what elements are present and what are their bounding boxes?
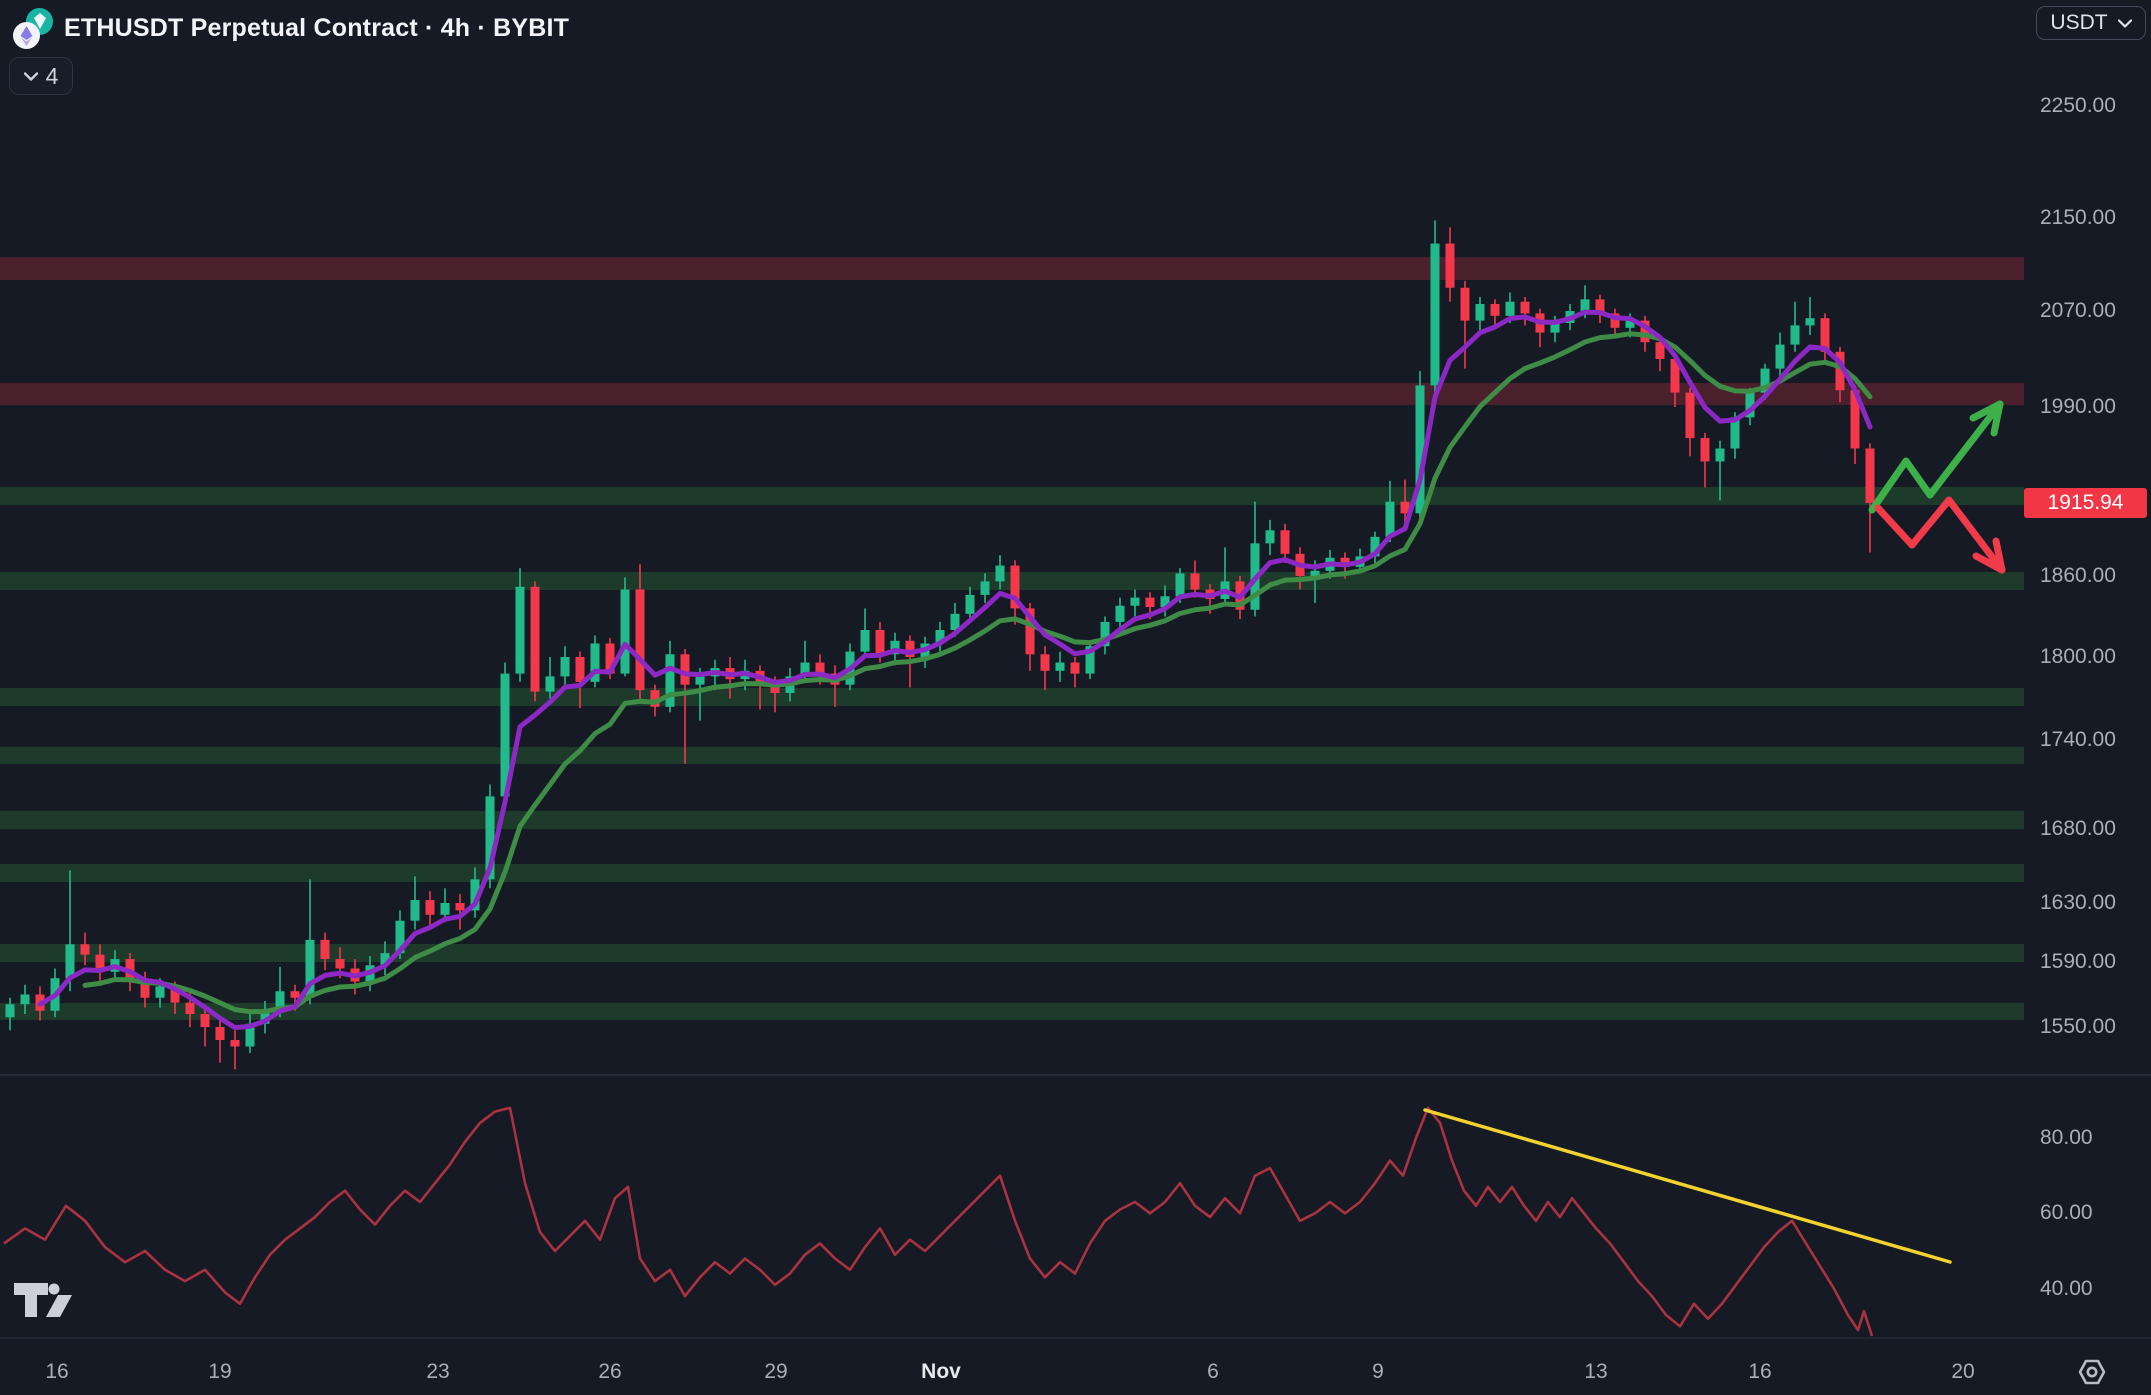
rsi-trendline-drawing[interactable] <box>1423 1108 1952 1264</box>
rsi-line[interactable] <box>3 1106 1874 1337</box>
time-axis-label[interactable]: 6 <box>1207 1360 1219 1383</box>
price-axis-label: 1680.00 <box>2040 817 2116 840</box>
time-axis-label[interactable]: 26 <box>598 1360 622 1383</box>
currency-label: USDT <box>2050 11 2108 34</box>
price-axis-label: 2250.00 <box>2040 94 2116 117</box>
price-axis-label: 1550.00 <box>2040 1015 2116 1038</box>
bullish-arrow-drawing[interactable] <box>1868 400 2004 514</box>
time-axis-label[interactable]: Nov <box>921 1360 961 1383</box>
price-axis-label: 2150.00 <box>2040 206 2116 229</box>
eth-glyph <box>20 26 33 46</box>
time-axis-label[interactable]: 9 <box>1372 1360 1384 1383</box>
support-zone[interactable] <box>0 811 2024 829</box>
time-axis-label[interactable]: 16 <box>1748 1360 1772 1383</box>
support-zone[interactable] <box>0 864 2024 882</box>
price-axis-label: 1800.00 <box>2040 645 2116 668</box>
tradingview-logo[interactable] <box>13 1282 75 1318</box>
price-axis-label: 1590.00 <box>2040 950 2116 973</box>
rsi-axis-label: 80.00 <box>2040 1126 2093 1149</box>
pair-logo <box>10 6 54 50</box>
chevron-down-icon <box>23 71 38 81</box>
support-zone[interactable] <box>0 487 2024 505</box>
time-axis-label[interactable]: 19 <box>208 1360 232 1383</box>
currency-unit-button[interactable]: USDT <box>2036 6 2146 40</box>
chevron-down-icon <box>2117 18 2132 28</box>
support-zone[interactable] <box>0 688 2024 706</box>
support-zone[interactable] <box>0 1003 2024 1020</box>
last-price-badge: 1915.94 <box>2024 488 2147 518</box>
time-axis-label[interactable]: 29 <box>764 1360 788 1383</box>
support-zone[interactable] <box>0 944 2024 962</box>
price-axis-label: 1990.00 <box>2040 395 2116 418</box>
time-axis-label[interactable]: 16 <box>45 1360 69 1383</box>
indicator-count: 4 <box>45 62 59 89</box>
collapsed-indicators-chip[interactable]: 4 <box>9 57 73 95</box>
settings-button[interactable] <box>2072 1352 2112 1392</box>
support-zone[interactable] <box>0 747 2024 764</box>
bearish-arrow-drawing[interactable] <box>1874 496 2006 574</box>
bybit-glyph <box>34 13 46 29</box>
rsi-axis-label: 40.00 <box>2040 1277 2093 1300</box>
price-axis-label: 2070.00 <box>2040 299 2116 322</box>
time-axis-label[interactable]: 20 <box>1951 1360 1975 1383</box>
symbol-title[interactable]: ETHUSDT Perpetual Contract · 4h · BYBIT <box>64 13 570 42</box>
rsi-axis-label: 60.00 <box>2040 1201 2093 1224</box>
resistance-zone[interactable] <box>0 383 2024 405</box>
price-axis-label: 1740.00 <box>2040 728 2116 751</box>
resistance-zone[interactable] <box>0 257 2024 280</box>
price-axis-label: 1630.00 <box>2040 891 2116 914</box>
ma-fast-line[interactable] <box>37 309 1873 1031</box>
price-axis-label: 1860.00 <box>2040 564 2116 587</box>
time-axis-label[interactable]: 23 <box>426 1360 450 1383</box>
ma-slow-line[interactable] <box>82 331 1873 1015</box>
chart-legend[interactable]: ETHUSDT Perpetual Contract · 4h · BYBIT <box>10 6 569 50</box>
time-axis-label[interactable]: 13 <box>1584 1360 1608 1383</box>
gear-icon <box>2078 1359 2106 1385</box>
